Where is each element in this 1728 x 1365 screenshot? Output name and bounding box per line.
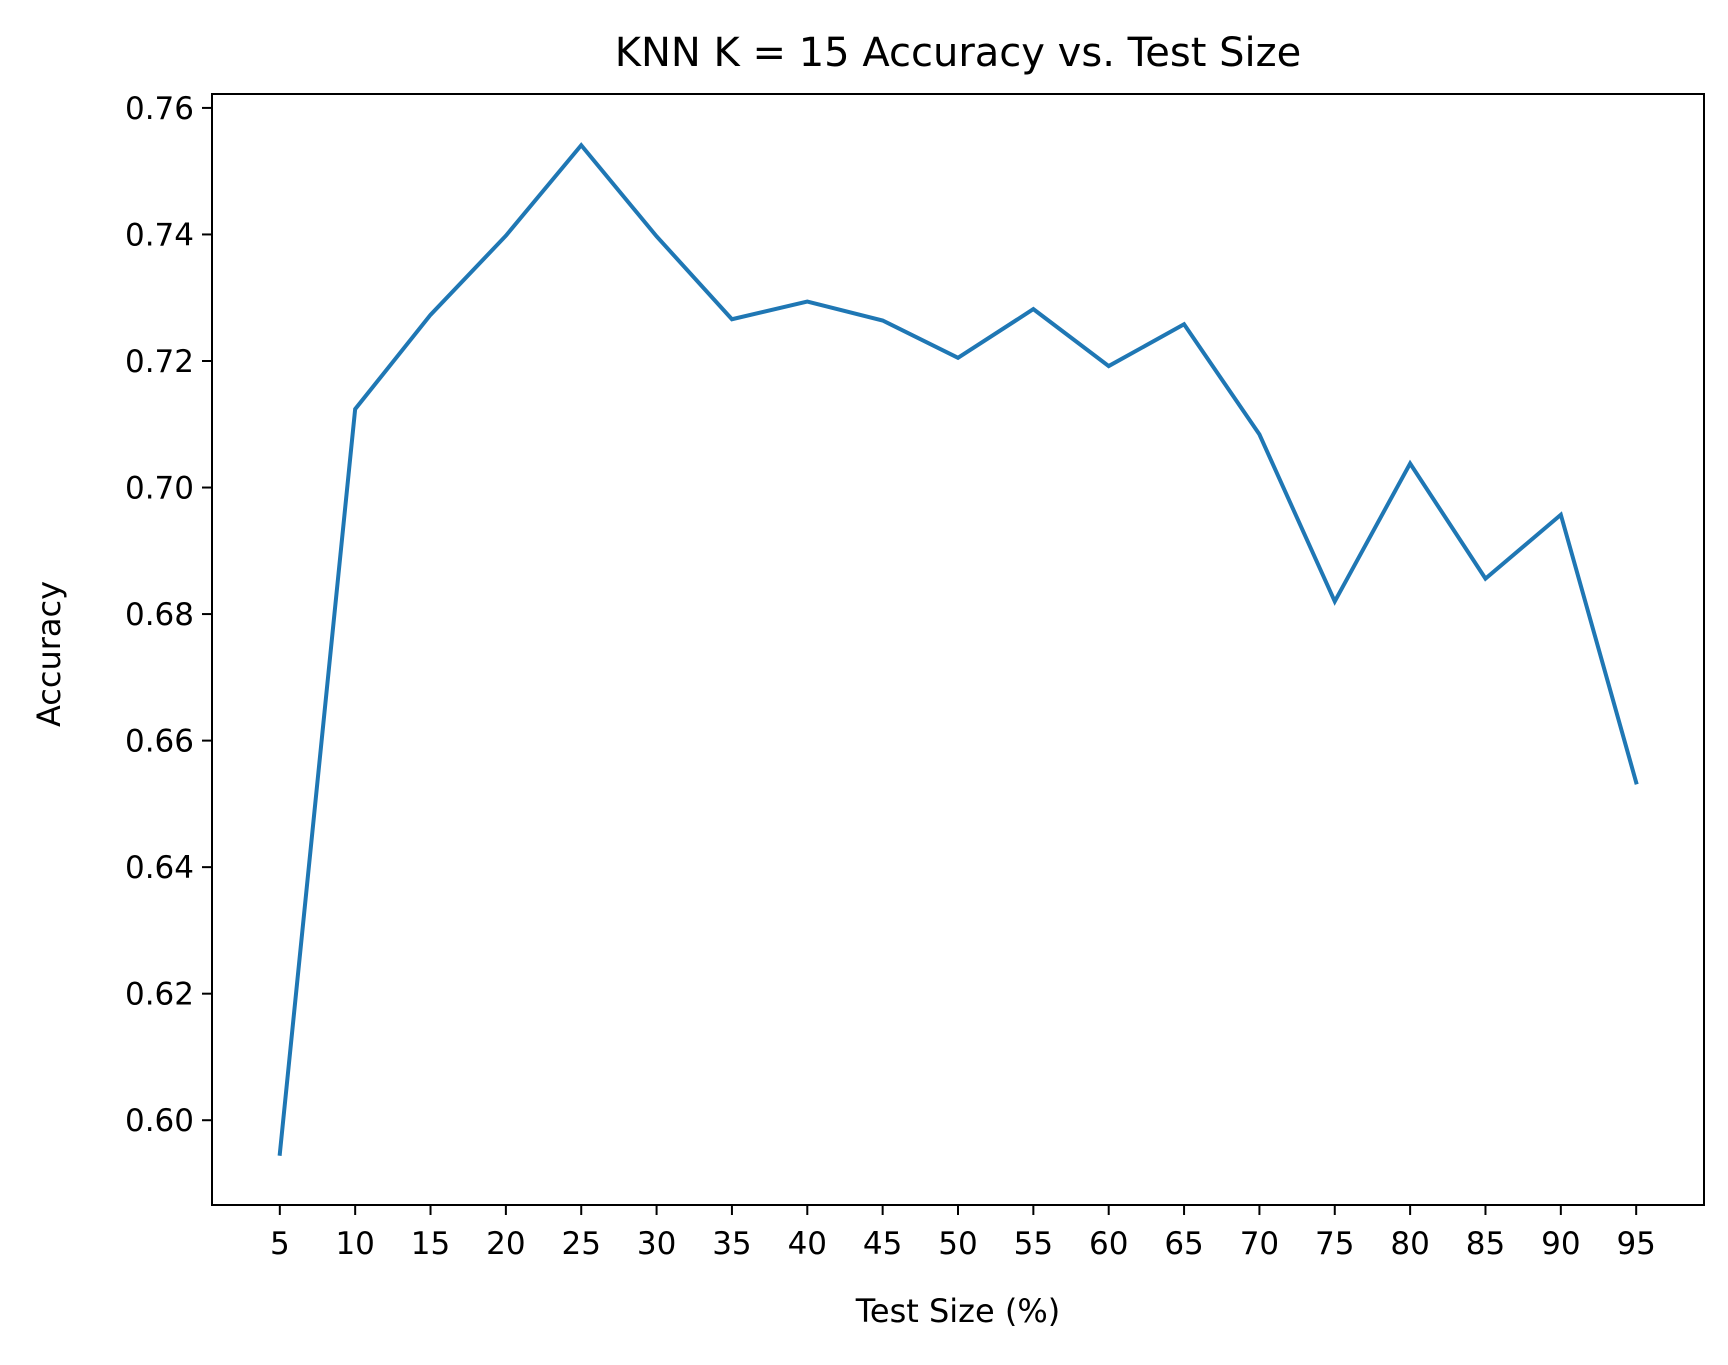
x-tick-label: 85 — [1466, 1226, 1505, 1262]
x-tick-label: 80 — [1390, 1226, 1429, 1262]
plot-area-frame — [211, 93, 1705, 1206]
y-tick-label: 0.72 — [125, 344, 194, 380]
x-tick-label: 70 — [1240, 1226, 1279, 1262]
x-tick-label: 10 — [335, 1226, 374, 1262]
x-tick-label: 45 — [863, 1226, 902, 1262]
x-tick-label: 25 — [562, 1226, 601, 1262]
x-tick-label: 40 — [788, 1226, 827, 1262]
y-tick-label: 0.66 — [125, 724, 194, 760]
y-tick-label: 0.70 — [125, 471, 194, 507]
y-tick-label: 0.68 — [125, 597, 194, 633]
series-line-0 — [277, 142, 1639, 1156]
y-tick-label: 0.74 — [125, 217, 194, 253]
x-tick-label: 15 — [411, 1226, 450, 1262]
x-tick-label: 50 — [938, 1226, 977, 1262]
x-tick-label: 55 — [1014, 1226, 1053, 1262]
y-tick-label: 0.62 — [125, 977, 194, 1013]
x-tick-label: 35 — [712, 1226, 751, 1262]
chart-title: KNN K = 15 Accuracy vs. Test Size — [615, 30, 1301, 76]
y-axis-ticks: 0.60 0.62 0.64 0.66 0.68 0.70 0.72 0.74 0.76 — [125, 91, 212, 1139]
x-tick-label: 20 — [486, 1226, 525, 1262]
y-axis-label: Accuracy — [30, 581, 68, 727]
x-axis-label: Test Size (%) — [855, 1292, 1060, 1330]
y-tick-label: 0.64 — [125, 850, 194, 886]
x-tick-label: 60 — [1089, 1226, 1128, 1262]
x-tick-label: 95 — [1616, 1226, 1655, 1262]
x-tick-label: 75 — [1315, 1226, 1354, 1262]
y-tick-label: 0.76 — [125, 91, 194, 127]
y-tick-label: 0.60 — [125, 1103, 194, 1139]
x-tick-label: 90 — [1541, 1226, 1580, 1262]
x-tick-label: 5 — [270, 1226, 290, 1262]
x-tick-label: 65 — [1164, 1226, 1203, 1262]
series-layer — [277, 142, 1639, 1156]
x-tick-label: 30 — [637, 1226, 676, 1262]
x-axis-ticks: 5 10 15 20 25 30 35 40 45 50 55 60 65 70 75 80 85 90 95 — [270, 1205, 1656, 1262]
